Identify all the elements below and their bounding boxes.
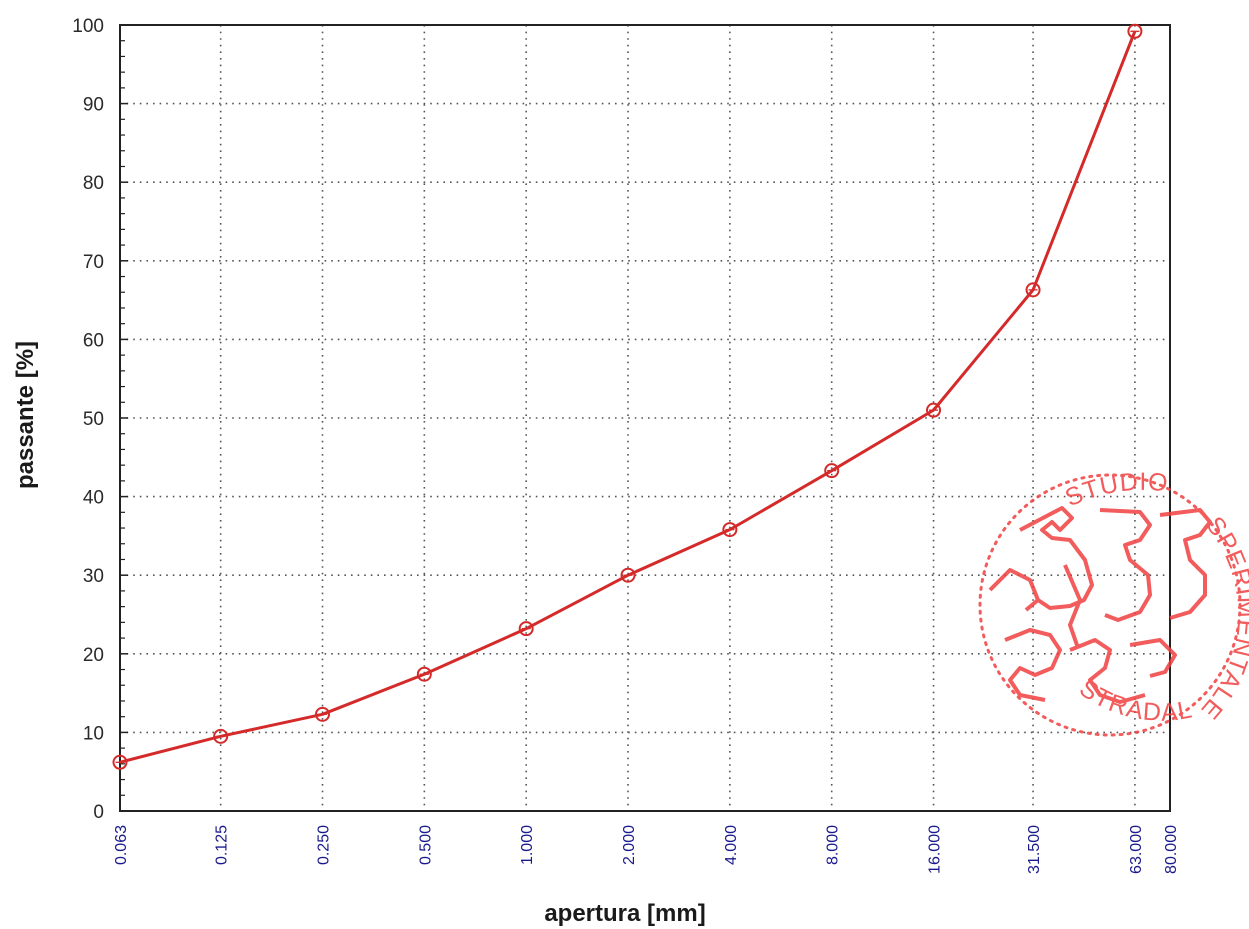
y-tick-label-30: 30 <box>83 566 104 587</box>
x-tick-label-8.000: 8.000 <box>825 825 842 865</box>
y-axis-title: passante [%] <box>12 341 39 489</box>
y-tick-label-20: 20 <box>83 645 104 666</box>
data-point-63 <box>1127 23 1143 39</box>
x-tick-label-16.000: 16.000 <box>927 825 944 874</box>
y-tick-labels: 0 10 20 30 40 50 60 70 80 90 100 <box>72 16 104 823</box>
data-point-0.25 <box>315 706 331 722</box>
plot-frame <box>119 24 1171 812</box>
plot-background <box>120 25 1170 811</box>
x-tick-label-0.250: 0.250 <box>316 825 333 865</box>
y-tick-label-80: 80 <box>83 173 104 194</box>
x-tick-label-63.000: 63.000 <box>1128 825 1145 874</box>
data-point-0.125 <box>213 728 229 744</box>
data-point-0.063 <box>112 754 128 770</box>
y-tick-label-70: 70 <box>83 252 104 273</box>
x-tick-label-4.000: 4.000 <box>723 825 740 865</box>
x-tick-label-1.000: 1.000 <box>519 825 536 865</box>
stamp-emblem <box>988 506 1212 704</box>
y-tick-label-0: 0 <box>93 802 104 823</box>
stamp-ring <box>978 473 1242 737</box>
y-tick-label-100: 100 <box>72 16 104 37</box>
data-point-0.5 <box>416 666 432 682</box>
y-tick-label-40: 40 <box>83 488 104 509</box>
x-tick-label-0.125: 0.125 <box>214 825 231 865</box>
x-tick-label-2.000: 2.000 <box>621 825 638 865</box>
x-tick-label-0.063: 0.063 <box>113 825 130 865</box>
data-point-4 <box>722 522 738 538</box>
y-tick-label-60: 60 <box>83 330 104 351</box>
data-point-2 <box>620 567 636 583</box>
series-passante <box>112 23 1143 770</box>
x-tick-label-80.000: 80.000 <box>1163 825 1180 874</box>
x-tick-label-0.500: 0.500 <box>417 825 434 865</box>
stamp-text-sperimentale: SPERIMENTALE <box>1195 511 1249 724</box>
data-point-1 <box>518 621 534 637</box>
y-tick-label-10: 10 <box>83 723 104 744</box>
data-point-31.5 <box>1025 282 1041 298</box>
x-tick-label-31.500: 31.500 <box>1026 825 1043 874</box>
y-tick-label-50: 50 <box>83 409 104 430</box>
data-point-8 <box>824 463 840 479</box>
x-axis-title: apertura [mm] <box>544 900 705 927</box>
data-point-16 <box>926 402 942 418</box>
y-tick-label-90: 90 <box>83 95 104 116</box>
x-tick-labels: 0.063 0.125 0.250 0.500 1.000 2.000 4.000 8.000… <box>113 825 1180 874</box>
